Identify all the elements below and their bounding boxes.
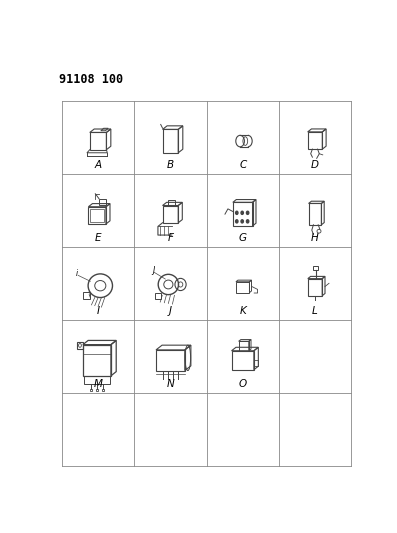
Circle shape [241,220,243,223]
Text: i: i [76,269,78,278]
Text: 91108 100: 91108 100 [59,73,123,86]
Text: N: N [166,379,174,389]
Text: M: M [94,379,102,389]
Text: I: I [96,306,100,316]
Text: A: A [94,160,102,170]
Circle shape [247,211,249,214]
Text: E: E [95,233,101,243]
Text: O: O [239,379,247,389]
Text: H: H [311,233,319,243]
Circle shape [235,211,238,214]
Text: J: J [152,266,154,276]
Circle shape [247,220,249,223]
Text: G: G [239,233,247,243]
Text: C: C [239,160,246,170]
Circle shape [241,211,243,214]
Text: K: K [239,306,246,316]
Text: L: L [312,306,318,316]
Text: F: F [168,233,173,243]
Text: B: B [167,160,174,170]
Text: D: D [311,160,319,170]
Text: J: J [169,306,172,316]
Circle shape [235,220,238,223]
